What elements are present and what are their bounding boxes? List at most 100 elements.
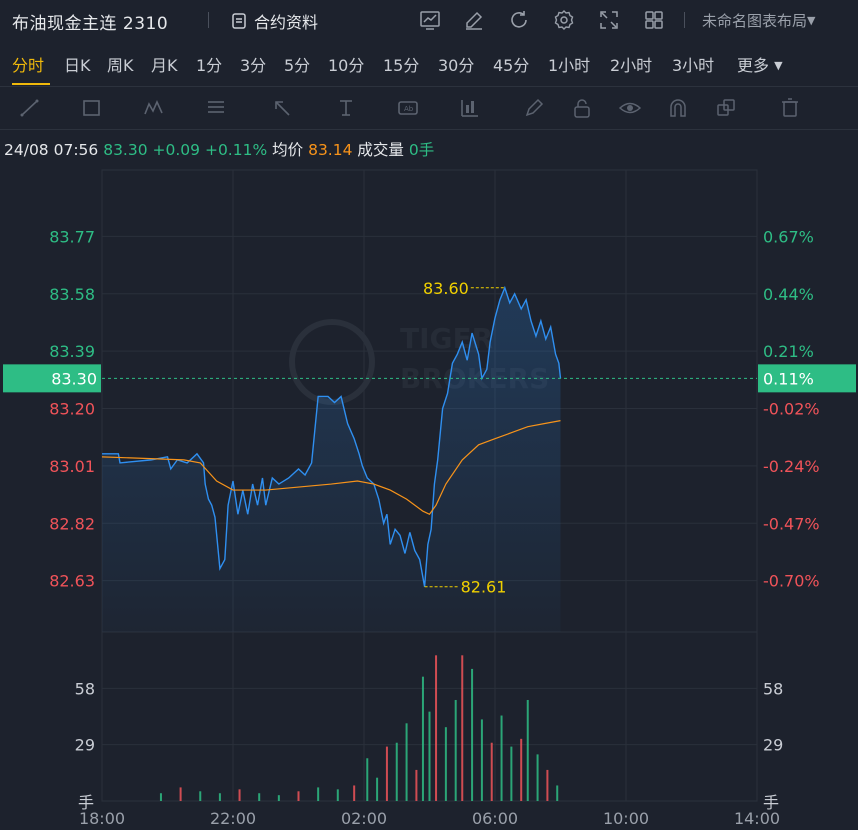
quote-change-pct: +0.11%: [204, 141, 268, 159]
price-area: [102, 287, 561, 632]
watermark-text: TIGER: [400, 322, 493, 355]
x-tick-label: 10:00: [603, 809, 649, 828]
layout-label: 未命名图表布局: [702, 12, 808, 30]
volume-bar: [490, 742, 493, 801]
caret-down-icon: ▼: [807, 14, 816, 27]
tab-1hour[interactable]: 1小时: [548, 56, 591, 75]
avg-label: 均价: [272, 141, 304, 159]
volume-bar: [556, 785, 559, 801]
pct-tick-label: -0.24%: [763, 457, 820, 476]
volume-bar: [317, 787, 320, 801]
volume-bar: [500, 715, 503, 801]
chart-type-icon[interactable]: [418, 8, 442, 32]
layers-icon[interactable]: [714, 96, 738, 120]
volume-bar: [546, 769, 549, 801]
volume-tick-label: 58: [763, 679, 783, 698]
rectangle-tool-icon[interactable]: [80, 96, 104, 120]
trend-line-icon[interactable]: [18, 96, 42, 120]
volume-bar: [421, 676, 424, 801]
x-tick-label: 14:00: [734, 809, 780, 828]
price-tick-label: 82.82: [49, 514, 95, 533]
quote-datetime: 24/08 07:56: [4, 141, 99, 159]
trash-icon[interactable]: [778, 96, 802, 120]
volume-tick-label: 29: [763, 736, 783, 755]
avg-value: 83.14: [308, 141, 353, 159]
tab-1min[interactable]: 1分: [196, 56, 223, 75]
price-tick-label: 82.63: [49, 572, 95, 591]
svg-text:Ab: Ab: [404, 105, 414, 113]
volume-bar: [297, 791, 300, 801]
pen-icon[interactable]: [522, 96, 546, 120]
tab-30min[interactable]: 30分: [438, 56, 475, 75]
volume-bar: [454, 699, 457, 801]
fibonacci-tool-icon[interactable]: [204, 96, 228, 120]
volume-bar: [480, 719, 483, 801]
arrow-tool-icon[interactable]: [270, 96, 294, 120]
avg-price-line: [101, 420, 561, 515]
tab-45min[interactable]: 45分: [493, 56, 530, 75]
quote-summary: 24/08 07:56 83.30 +0.09 +0.11% 均价 83.14 …: [4, 138, 434, 160]
pct-tick-label: 0.44%: [763, 285, 814, 304]
pct-tick-label: -0.02%: [763, 400, 820, 419]
tab-intraday[interactable]: 分时: [12, 56, 45, 75]
current-price-tag: [3, 364, 101, 393]
tab-monthly[interactable]: 月K: [151, 56, 178, 75]
volume-bar: [415, 769, 418, 801]
volume-bar: [159, 793, 162, 801]
quote-price: 83.30: [103, 141, 148, 159]
volume-bar: [405, 723, 408, 801]
gear-icon[interactable]: [552, 8, 576, 32]
contract-info-button[interactable]: 合约资料: [230, 9, 318, 33]
indicator-tool-icon[interactable]: [458, 96, 482, 120]
caret-down-icon: ▼: [774, 59, 783, 72]
pct-tick-label: -0.47%: [763, 514, 820, 533]
edit-icon[interactable]: [462, 8, 486, 32]
contract-info-label: 合约资料: [254, 13, 319, 32]
tab-more[interactable]: 更多 ▼: [737, 52, 783, 76]
volume-unit-label: 手: [78, 793, 94, 812]
refresh-icon[interactable]: [507, 8, 531, 32]
current-pct-tag: [758, 364, 856, 393]
volume-bar: [520, 738, 523, 801]
pct-tick-label: 0.67%: [763, 227, 814, 246]
top-bar: 布油现金主连 2310 合约资料 未命名图表布局▼: [0, 0, 858, 40]
watermark-logo: [289, 319, 375, 405]
volume-bar: [385, 746, 388, 801]
label-tool-icon[interactable]: Ab: [396, 96, 420, 120]
pct-tick-label: 0.21%: [763, 342, 814, 361]
volume-bar: [366, 758, 369, 801]
tab-3hour[interactable]: 3小时: [672, 56, 715, 75]
instrument-title: 布油现金主连 2310: [12, 14, 169, 34]
volume-bar: [258, 793, 261, 801]
text-tool-icon[interactable]: [334, 96, 358, 120]
x-tick-label: 18:00: [79, 809, 125, 828]
tab-more-label: 更多: [737, 56, 770, 75]
grid-layout-icon[interactable]: [642, 8, 666, 32]
volume-bar: [461, 655, 464, 801]
magnet-icon[interactable]: [666, 96, 690, 120]
volume-bar: [526, 699, 529, 801]
volume-label: 成交量: [357, 141, 404, 159]
volume-bar: [536, 754, 539, 801]
timeframe-tabs: 分时 日K 周K 月K 1分 3分 5分 10分 15分 30分 45分 1小时…: [0, 40, 858, 87]
volume-bar: [179, 787, 182, 801]
price-line: [102, 285, 562, 587]
tab-3min[interactable]: 3分: [240, 56, 267, 75]
current-price-label: 83.30: [51, 369, 97, 388]
tab-weekly[interactable]: 周K: [107, 56, 134, 75]
tab-15min[interactable]: 15分: [383, 56, 420, 75]
drawing-toolbar: Ab: [0, 87, 858, 130]
eye-icon[interactable]: [618, 96, 642, 120]
price-tick-label: 83.77: [49, 227, 95, 246]
tab-5min[interactable]: 5分: [284, 56, 311, 75]
layout-selector[interactable]: 未命名图表布局▼: [702, 10, 815, 31]
volume-bar: [277, 795, 280, 801]
tab-daily[interactable]: 日K: [64, 56, 91, 75]
divider: [208, 12, 209, 28]
tab-10min[interactable]: 10分: [328, 56, 365, 75]
price-tick-label: 83.01: [49, 457, 95, 476]
pattern-tool-icon[interactable]: [142, 96, 166, 120]
fullscreen-icon[interactable]: [597, 8, 621, 32]
tab-2hour[interactable]: 2小时: [610, 56, 653, 75]
lock-icon[interactable]: [570, 96, 594, 120]
